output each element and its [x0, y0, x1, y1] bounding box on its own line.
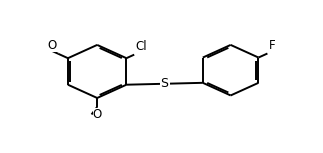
Text: Cl: Cl — [136, 40, 148, 53]
Text: F: F — [269, 39, 276, 52]
Text: S: S — [161, 77, 169, 90]
Text: O: O — [93, 108, 102, 121]
Text: O: O — [48, 39, 57, 52]
